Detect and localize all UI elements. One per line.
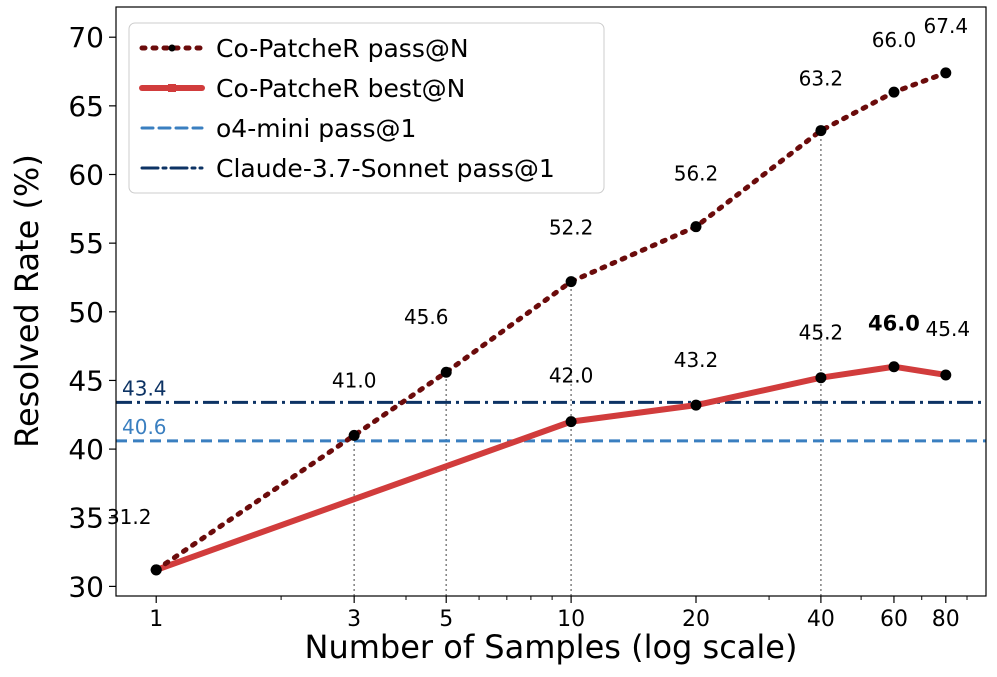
pass-at-n-data-label: 67.4 (924, 14, 969, 38)
pass-at-n-point-3 (348, 429, 360, 441)
guide-lines-layer (353, 130, 822, 596)
y-tick-label: 70 (68, 21, 104, 54)
series-line-best-at-n (153, 363, 949, 573)
best-at-n-data-label: 45.4 (926, 317, 971, 341)
y-tick-label: 65 (68, 90, 104, 123)
series-line-pass-at-n (153, 70, 949, 573)
pass-at-n-point-40 (815, 125, 827, 137)
legend-label: Co-PatcheR best@N (216, 74, 465, 103)
x-tick-label: 80 (932, 607, 960, 632)
pass-at-n-data-label: 56.2 (674, 162, 719, 186)
y-axis-title: Resolved Rate (%) (8, 154, 46, 448)
best-at-n-point-40 (815, 372, 827, 384)
legend-label: Co-PatcheR pass@N (216, 34, 469, 63)
x-tick-label: 20 (682, 607, 710, 632)
y-tick-label: 30 (68, 570, 104, 603)
pass-at-n-point-10 (565, 276, 577, 288)
series-layer (153, 70, 949, 573)
pass-at-n-point-1 (150, 564, 162, 576)
x-tick-label: 1 (149, 607, 163, 632)
x-axis-title: Number of Samples (log scale) (305, 628, 798, 666)
pass-at-n-data-label: 31.2 (107, 505, 152, 529)
y-tick-label: 60 (68, 159, 104, 192)
x-tick-label: 10 (557, 607, 585, 632)
legend-swatch-marker (168, 84, 176, 92)
legend: Co-PatcheR pass@N Co-PatcheR best@N o4-min… (128, 22, 605, 194)
reference-line-label: 40.6 (122, 415, 167, 439)
y-tick-label: 45 (68, 364, 104, 397)
pass-at-n-point-60 (888, 86, 900, 98)
legend-label: Claude-3.7-Sonnet pass@1 (216, 154, 555, 183)
legend-label: o4-mini pass@1 (216, 114, 416, 143)
legend-swatch-marker (168, 44, 176, 52)
best-at-n-data-label: 46.0 (868, 312, 920, 336)
x-tick-label: 60 (880, 607, 908, 632)
pass-at-n-data-label: 45.6 (404, 305, 449, 329)
reference-line-label: 43.4 (122, 376, 167, 400)
data-labels-layer: 40.6 43.4 31.2 41.0 45.6 52.2 56.2 63.2 66.0 67.4… (107, 14, 970, 529)
best-at-n-point-80 (940, 369, 952, 381)
legend-entries: Co-PatcheR pass@N Co-PatcheR best@N o4-min… (139, 34, 555, 183)
best-at-n-data-label: 42.0 (549, 364, 594, 388)
x-tick-label: 40 (807, 607, 835, 632)
pass-at-n-point-20 (690, 221, 702, 233)
y-tick-label: 40 (68, 433, 104, 466)
legend-box (128, 22, 605, 194)
reference-lines-layer (116, 400, 986, 443)
data-points-layer (150, 67, 952, 576)
x-tick-label: 3 (347, 607, 361, 632)
best-at-n-data-label: 45.2 (799, 321, 844, 345)
best-at-n-point-20 (690, 399, 702, 411)
best-at-n-point-10 (565, 416, 577, 428)
best-at-n-data-label: 43.2 (674, 348, 719, 372)
x-tick-label: 5 (439, 607, 453, 632)
plot-frame (115, 6, 987, 597)
pass-at-n-data-label: 52.2 (549, 216, 594, 240)
y-tick-label: 35 (68, 502, 104, 535)
pass-at-n-point-80 (940, 67, 952, 79)
pass-at-n-point-5 (440, 366, 452, 378)
y-tick-label: 55 (68, 227, 104, 260)
y-tick-label: 50 (68, 296, 104, 329)
pass-at-n-data-label: 66.0 (872, 28, 917, 52)
best-at-n-point-60 (888, 361, 900, 373)
pass-at-n-data-label: 41.0 (332, 368, 377, 392)
pass-at-n-data-label: 63.2 (799, 67, 844, 91)
